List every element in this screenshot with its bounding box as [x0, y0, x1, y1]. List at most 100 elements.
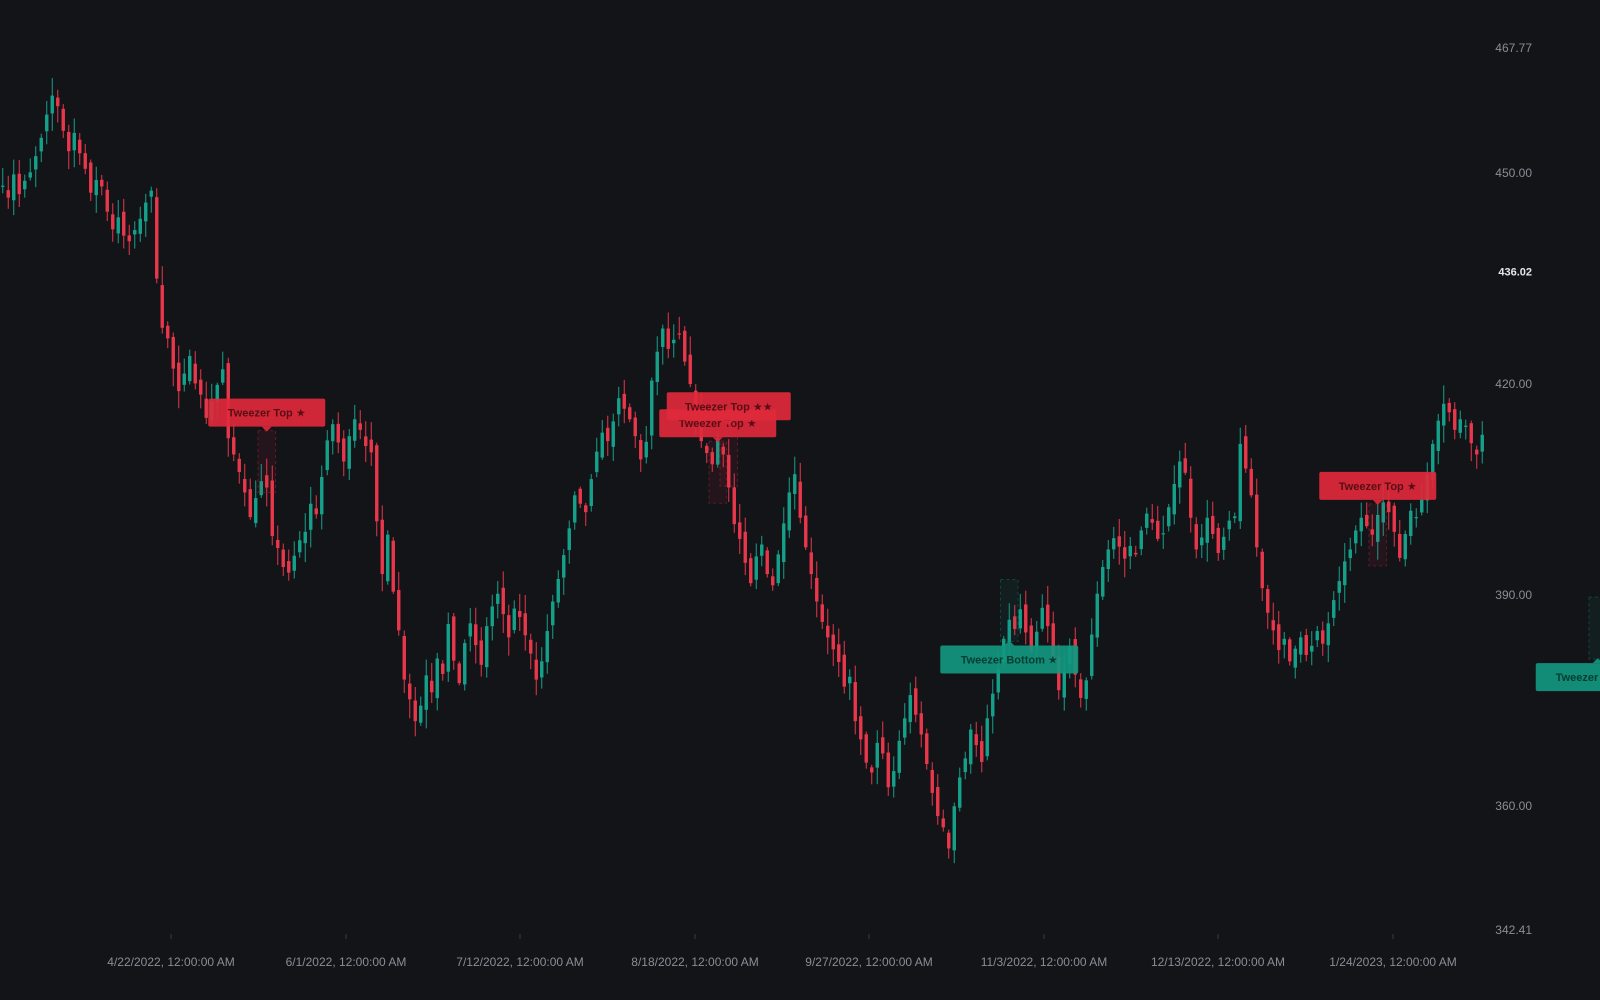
candle — [287, 549, 291, 581]
candle-body — [413, 700, 417, 722]
candle — [831, 624, 835, 667]
candle-body — [518, 610, 522, 617]
candle-body — [881, 737, 885, 754]
candle — [485, 617, 489, 678]
candle — [804, 506, 808, 550]
candle — [710, 447, 714, 472]
candle — [1211, 501, 1215, 539]
candle-body — [1453, 409, 1457, 430]
candle-body — [1227, 520, 1231, 530]
time-tick-label: 9/27/2022, 12:00:00 AM — [805, 955, 932, 969]
candle-body — [446, 624, 450, 672]
candle-body — [1013, 616, 1017, 629]
pattern-pointer — [1004, 640, 1015, 646]
candle-body — [342, 438, 346, 462]
candle — [1244, 424, 1248, 473]
candle-body — [611, 421, 615, 447]
candle — [875, 730, 879, 785]
candle-body — [12, 174, 16, 201]
candle-body — [419, 705, 423, 723]
candle — [149, 186, 153, 213]
candle — [809, 537, 813, 589]
candle — [314, 495, 318, 519]
candle — [375, 442, 379, 537]
pattern-label-text: Tweezer Top ★★ — [685, 401, 773, 413]
candle — [1018, 594, 1022, 634]
candle-body — [826, 625, 830, 638]
candle — [1095, 581, 1099, 647]
candle — [320, 465, 324, 530]
candle-body — [672, 339, 676, 344]
candle-body — [94, 180, 98, 196]
candle-body — [1018, 609, 1022, 629]
candle — [930, 762, 934, 806]
candle — [468, 608, 472, 652]
candle-body — [782, 523, 786, 563]
candle — [650, 377, 654, 450]
candle-body — [1112, 538, 1116, 550]
candle — [56, 89, 60, 123]
candle — [600, 419, 604, 460]
time-axis[interactable]: 4/22/2022, 12:00:00 AM 6/1/2022, 12:00:00… — [107, 934, 1457, 969]
time-tick-label: 11/3/2022, 12:00:00 AM — [981, 955, 1108, 969]
candle-body — [424, 675, 428, 710]
candle — [1084, 677, 1088, 711]
price-axis[interactable]: 467.77 450.00 420.00 390.00 360.00 342.41 436.… — [1495, 41, 1532, 937]
candle — [969, 724, 973, 774]
candle — [1040, 594, 1044, 632]
candle — [666, 312, 670, 359]
candle — [1348, 537, 1352, 572]
candle-body — [529, 639, 533, 654]
candle-body — [1359, 517, 1363, 532]
pattern-highlight — [257, 430, 277, 494]
candle-body — [776, 554, 780, 584]
candle-body — [1370, 529, 1374, 535]
candle — [1282, 632, 1286, 659]
candle-body — [1244, 436, 1248, 469]
candle — [452, 612, 456, 670]
candle — [12, 159, 16, 216]
pattern-label-text: Tweezer Top ★ — [679, 418, 757, 430]
candle — [50, 78, 54, 131]
candle-body — [1139, 530, 1143, 550]
candle — [1227, 510, 1231, 541]
candle — [743, 517, 747, 576]
candle-body — [1381, 502, 1385, 523]
pattern-pointer — [1372, 499, 1383, 505]
candle-body — [639, 440, 643, 460]
candle-body — [556, 578, 560, 603]
candle — [848, 669, 852, 701]
tweezer-top-label[interactable]: Tweezer Top ★ — [659, 409, 777, 504]
candle — [837, 628, 841, 677]
candle — [617, 386, 621, 427]
candle-body — [1436, 420, 1440, 451]
candle-body — [303, 531, 307, 544]
tweezer-top-label[interactable]: Tweezer Top ★ — [1319, 471, 1437, 567]
candle-body — [1249, 468, 1253, 496]
tweezer-bottom-label[interactable]: Tweezer Bottom — [1535, 596, 1600, 692]
tweezer-top-label[interactable]: Tweezer Top ★★ — [666, 392, 791, 487]
candle-body — [270, 480, 274, 537]
candle — [534, 642, 538, 696]
candle-body — [1376, 514, 1380, 542]
candle-body — [584, 505, 588, 513]
candle-body — [1238, 443, 1242, 522]
candle — [974, 721, 978, 757]
candle-body — [732, 487, 736, 525]
candle-body — [952, 806, 956, 851]
candle — [754, 543, 758, 590]
candle — [897, 730, 901, 780]
candle-body — [963, 758, 967, 773]
candle-body — [545, 631, 549, 663]
tweezer-top-label[interactable]: Tweezer Top ★ — [208, 398, 326, 494]
tweezer-bottom-label[interactable]: Tweezer Bottom ★ — [940, 578, 1079, 674]
candle-body — [386, 534, 390, 582]
candle — [490, 594, 494, 641]
candle-body — [1156, 520, 1160, 539]
candle-body — [1167, 507, 1171, 527]
candle — [1337, 566, 1341, 611]
candle-body — [1398, 533, 1402, 558]
time-tick-label: 12/13/2022, 12:00:00 AM — [1151, 955, 1285, 969]
